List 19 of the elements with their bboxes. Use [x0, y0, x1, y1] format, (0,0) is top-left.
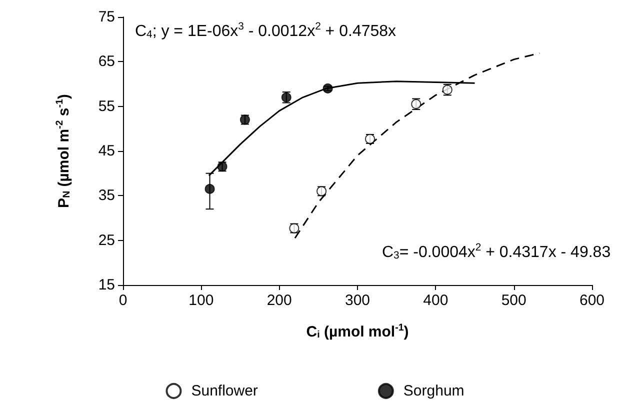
x-tick-label: 0 — [118, 292, 128, 309]
x-tick-label: 300 — [344, 292, 370, 309]
y-tick-label: 55 — [98, 98, 115, 115]
x-tick-label: 200 — [266, 292, 292, 309]
y-tick-label: 75 — [98, 8, 115, 26]
x-tick-label: 400 — [423, 292, 448, 309]
x-tick-label: 500 — [501, 292, 526, 309]
y-tick-label: 65 — [98, 53, 115, 70]
y-axis-title: PN (µmol m-2 s-1) — [54, 94, 72, 208]
legend-label: Sunflower — [191, 382, 258, 400]
y-tick-label: 15 — [98, 276, 115, 294]
legend-label: Sorghum — [403, 382, 464, 400]
y-tick-label: 35 — [98, 187, 115, 204]
point — [204, 184, 215, 194]
point — [322, 83, 333, 94]
y-tick-label: 25 — [98, 232, 115, 249]
x-tick-label: 600 — [579, 292, 605, 309]
x-tick-label: 100 — [188, 292, 214, 309]
y-tick-label: 45 — [98, 142, 115, 160]
